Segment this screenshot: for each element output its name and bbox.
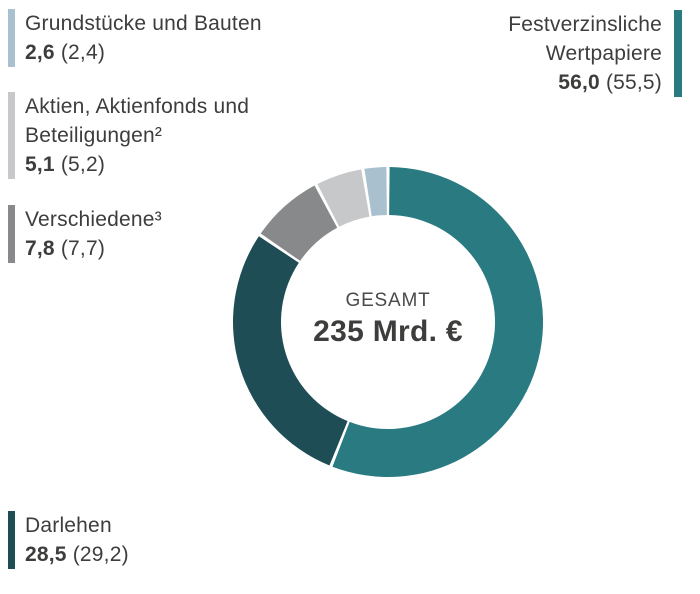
legend-label-aktien-line2: Beteiligungen²	[25, 124, 163, 147]
legend-value-festverzinsliche: 56,0 (55,5)	[558, 71, 662, 94]
legend-festverzinsliche: Festverzinsliche Wertpapiere 56,0 (55,5)	[508, 10, 682, 97]
donut-center-value: 235 Mrd. €	[313, 315, 463, 348]
donut-chart	[232, 167, 544, 478]
legend-marker-verschiedene	[8, 205, 15, 263]
legend-aktien: Aktien, Aktienfonds und Beteiligungen² 5…	[8, 92, 249, 179]
legend-verschiedene: Verschiedene³ 7,8 (7,7)	[8, 205, 162, 263]
donut-center-label: GESAMT	[345, 290, 431, 311]
legend-label-festverzinsliche-line1: Festverzinsliche	[508, 13, 662, 36]
legend-marker-darlehen	[8, 511, 15, 569]
donut-chart-svg	[232, 167, 544, 478]
donut-segment-darlehen	[232, 236, 348, 466]
donut-segment-verschiedene	[260, 185, 338, 261]
legend-marker-festverzinsliche	[674, 10, 682, 97]
donut-segment-grundstuecke	[364, 167, 387, 217]
legend-value-darlehen: 28,5 (29,2)	[25, 543, 129, 566]
legend-marker-grundstuecke	[8, 9, 15, 67]
legend-value-grundstuecke: 2,6 (2,4)	[25, 41, 106, 64]
legend-label-grundstuecke: Grundstücke und Bauten	[25, 12, 262, 35]
legend-darlehen: Darlehen 28,5 (29,2)	[8, 511, 129, 569]
legend-label-festverzinsliche-line2: Wertpapiere	[545, 42, 662, 65]
legend-grundstuecke: Grundstücke und Bauten 2,6 (2,4)	[8, 9, 262, 67]
legend-marker-aktien	[8, 92, 15, 179]
donut-segment-aktien	[317, 169, 370, 227]
legend-label-verschiedene: Verschiedene³	[25, 208, 162, 231]
donut-center-text: GESAMT 235 Mrd. €	[258, 290, 518, 349]
legend-value-verschiedene: 7,8 (7,7)	[25, 237, 106, 260]
legend-value-aktien: 5,1 (5,2)	[25, 153, 106, 176]
legend-label-darlehen: Darlehen	[25, 514, 112, 537]
donut-segment-festverzinsliche	[332, 167, 544, 478]
legend-label-aktien-line1: Aktien, Aktienfonds und	[25, 95, 250, 118]
